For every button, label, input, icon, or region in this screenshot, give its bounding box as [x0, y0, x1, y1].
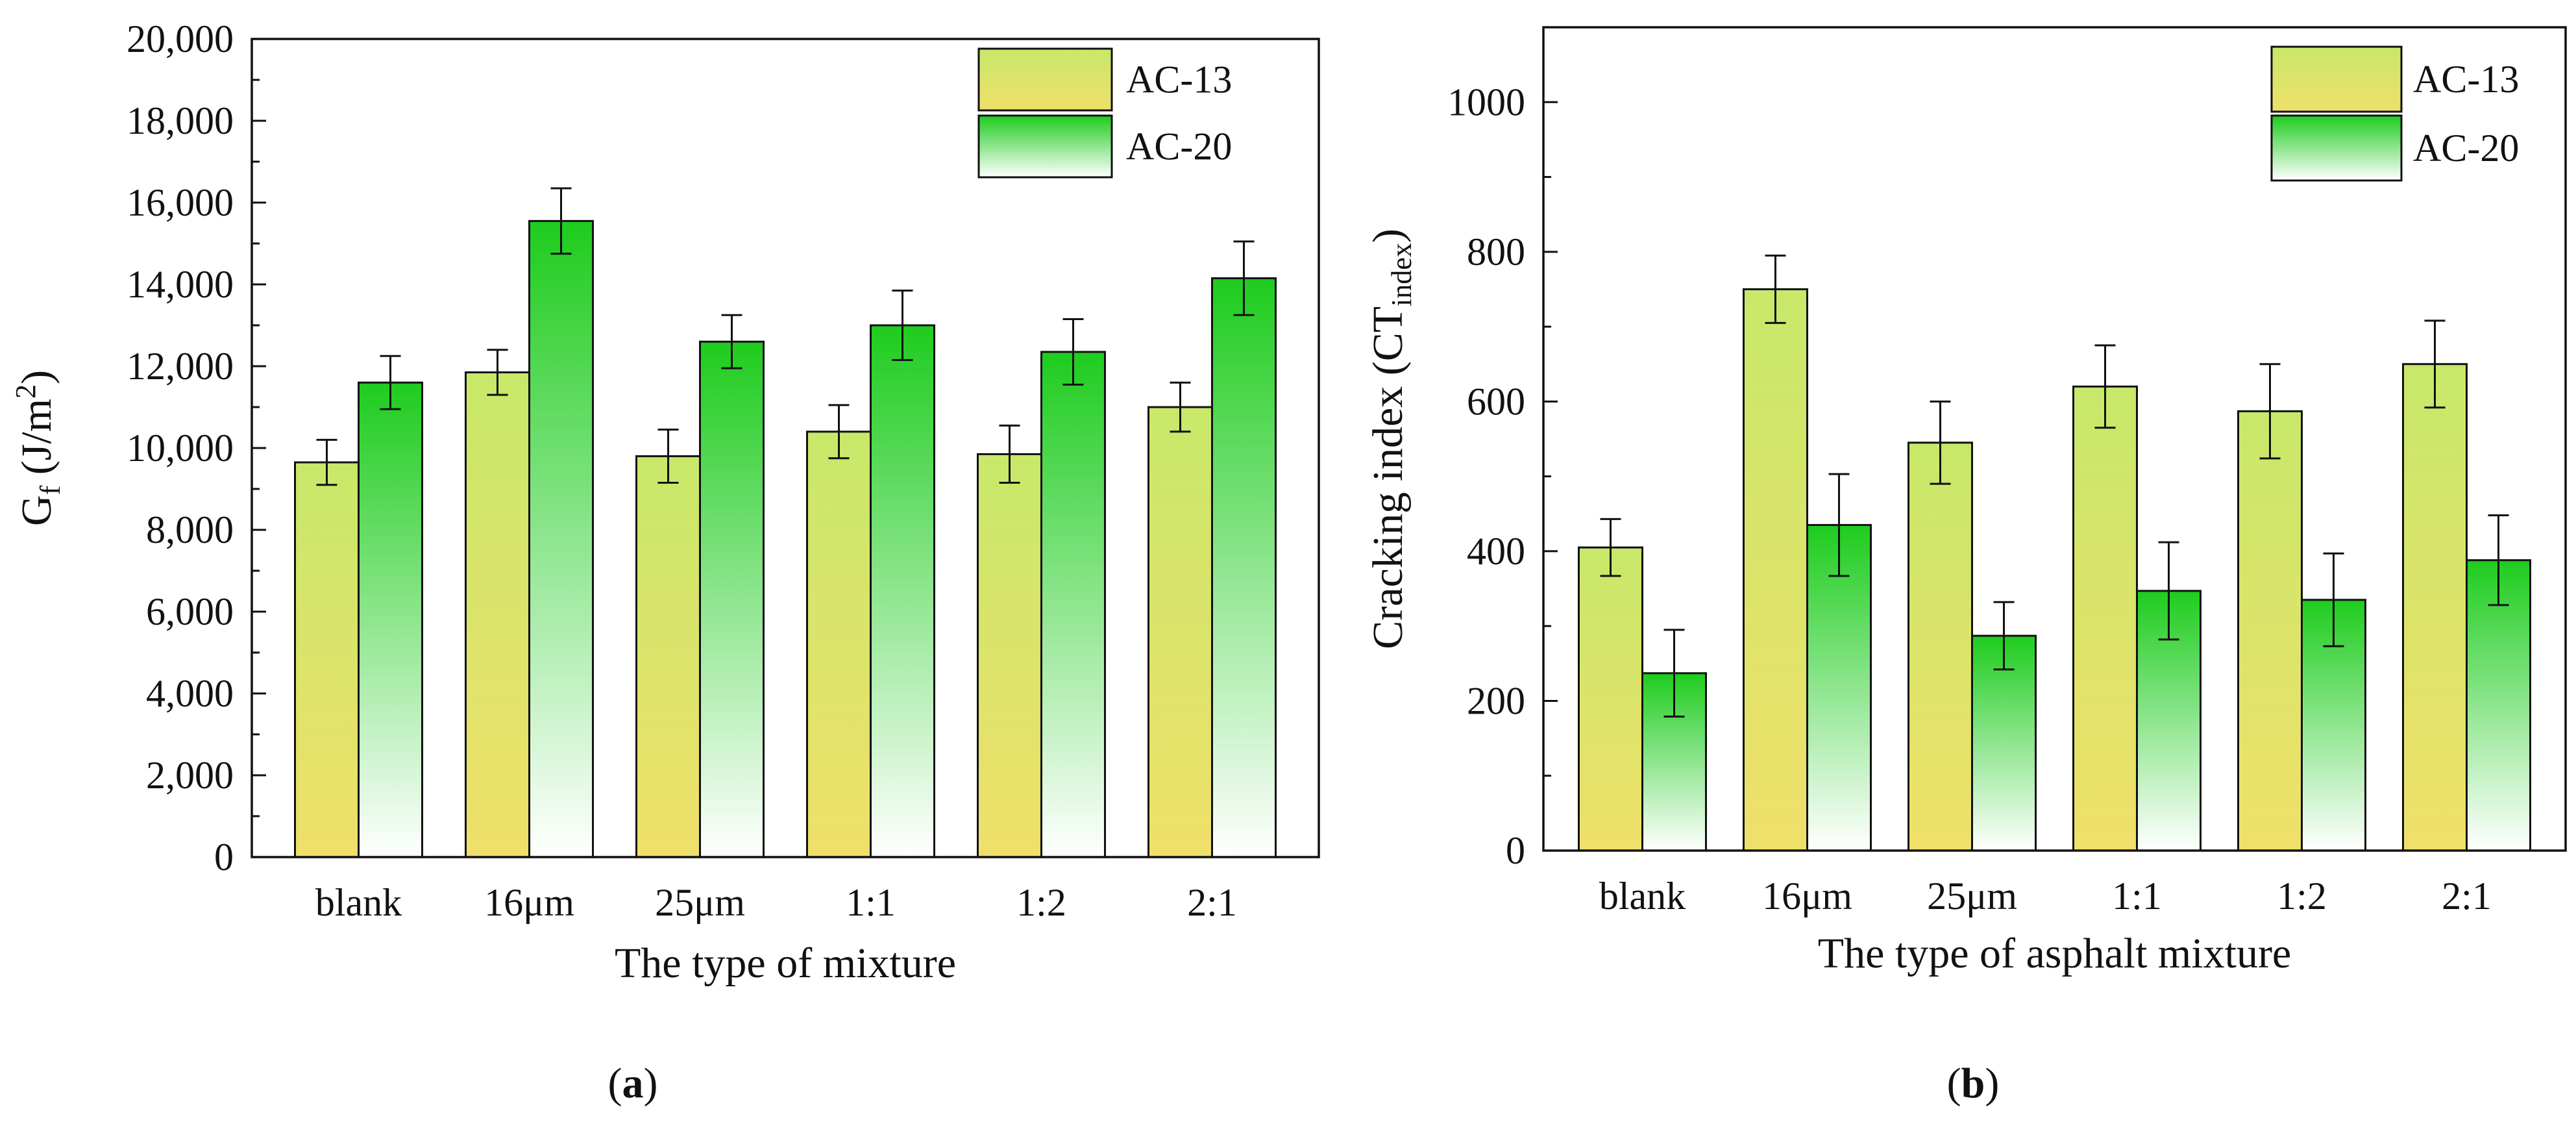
x-tick-label: blank: [315, 881, 402, 924]
panel-caption-letter: a: [622, 1060, 644, 1107]
bar-ac-20-1: [528, 219, 594, 858]
bar-ac-20-2: [1971, 634, 2037, 852]
bar-ac-13-2: [1907, 442, 1973, 852]
x-tick-label: 1:1: [2112, 875, 2162, 917]
plot-frame: [1542, 26, 2567, 852]
y-axis-label-rest: (J/m: [13, 399, 60, 486]
bar-ac-13-3: [806, 430, 872, 858]
bar-ac-13-2: [635, 455, 701, 858]
bar-ac-20-0: [358, 381, 423, 858]
x-tick-label: 1:2: [1016, 881, 1066, 924]
y-tick-label: 1000: [1447, 81, 1525, 123]
bar-ac-20-5: [1211, 277, 1277, 858]
panel-caption-open: (: [608, 1060, 622, 1107]
y-axis-label-sub: f: [34, 485, 66, 495]
x-tick-label: 16μm: [1762, 875, 1852, 917]
bar-ac-13-1: [1743, 288, 1808, 852]
bar-ac-13-0: [1578, 546, 1643, 852]
y-tick-label: 10,000: [127, 427, 234, 469]
y-axis-label-rest: ): [1364, 229, 1412, 243]
bar-ac-20-4: [1040, 351, 1106, 858]
bar-ac-20-5: [2466, 559, 2531, 852]
bar-ac-13-4: [977, 453, 1042, 858]
y-axis-label: Gf (J/m2): [10, 370, 66, 526]
y-axis-label-main: Cracking index (CT: [1364, 306, 1412, 649]
legend-swatch-ac-13: [977, 47, 1113, 112]
legend-swatch-ac-13: [2270, 45, 2403, 113]
y-axis-label-sub: index: [1386, 243, 1417, 306]
y-tick-label: 0: [1506, 829, 1525, 872]
x-tick-label: blank: [1599, 875, 1686, 917]
y-tick-label: 20,000: [127, 18, 234, 60]
y-axis-label: Cracking index (CTindex): [1364, 229, 1417, 649]
y-tick-label: 200: [1467, 679, 1525, 722]
y-tick-label: 18,000: [127, 99, 234, 142]
bar-ac-13-4: [2237, 410, 2303, 852]
bar-ac-20-1: [1806, 524, 1872, 852]
x-tick-label: 25μm: [1927, 875, 2017, 917]
chart-panel-b: blank 16μm 25μm 1:1 1:2 2:1 0 200 400 600 800 1000 T…: [1364, 26, 2567, 1107]
y-tick-label: 800: [1467, 231, 1525, 273]
y-tick-label: 2,000: [146, 754, 234, 797]
x-tick-label: 16μm: [484, 881, 574, 924]
legend-swatch-ac-20: [977, 114, 1113, 179]
x-axis-label: The type of asphalt mixture: [1818, 930, 2291, 977]
bar-ac-13-3: [2072, 385, 2138, 852]
y-tick-label: 0: [214, 836, 234, 879]
legend-label-ac-20: AC-20: [2413, 127, 2519, 169]
panel-caption: (a): [608, 1060, 658, 1107]
x-tick-label: 1:1: [846, 881, 896, 924]
y-tick-label: 4,000: [146, 672, 234, 715]
panel-caption-close: ): [644, 1060, 658, 1107]
y-tick-label: 400: [1467, 530, 1525, 573]
bar-ac-13-5: [2402, 363, 2468, 852]
x-tick-label: 2:1: [2442, 875, 2492, 917]
y-tick-label: 12,000: [127, 345, 234, 388]
chart-panel-a: blank 16μm 25μm 1:1 1:2 2:1 0 2,000 4,000 6,000 8,…: [10, 18, 1320, 1107]
y-axis-label-end: ): [13, 370, 60, 384]
x-tick-label: 25μm: [655, 881, 745, 924]
panel-caption: (b): [1947, 1060, 2000, 1107]
bar-ac-13-0: [294, 461, 360, 858]
bar-ac-20-2: [699, 340, 765, 858]
panel-caption-letter: b: [1961, 1060, 1985, 1107]
x-tick-label: 2:1: [1187, 881, 1237, 924]
legend-label-ac-13: AC-13: [2413, 58, 2519, 101]
y-tick-label: 8,000: [146, 508, 234, 551]
x-tick-label: 1:2: [2277, 875, 2327, 917]
panel-caption-open: (: [1947, 1060, 1961, 1107]
legend-swatch-ac-20: [2270, 114, 2403, 182]
bar-ac-13-1: [465, 371, 530, 858]
legend-label-ac-20: AC-20: [1126, 125, 1232, 168]
bar-ac-13-5: [1147, 406, 1213, 858]
x-axis-label: The type of mixture: [615, 940, 956, 987]
y-tick-label: 16,000: [127, 181, 234, 224]
y-tick-label: 14,000: [127, 263, 234, 306]
y-axis-label-sup: 2: [10, 384, 42, 399]
bar-ac-20-3: [870, 324, 935, 858]
legend-label-ac-13: AC-13: [1126, 58, 1232, 101]
y-tick-label: 6,000: [146, 590, 234, 633]
y-tick-label: 600: [1467, 380, 1525, 423]
panel-caption-close: ): [1985, 1060, 1999, 1107]
y-axis-label-main: G: [13, 495, 60, 526]
